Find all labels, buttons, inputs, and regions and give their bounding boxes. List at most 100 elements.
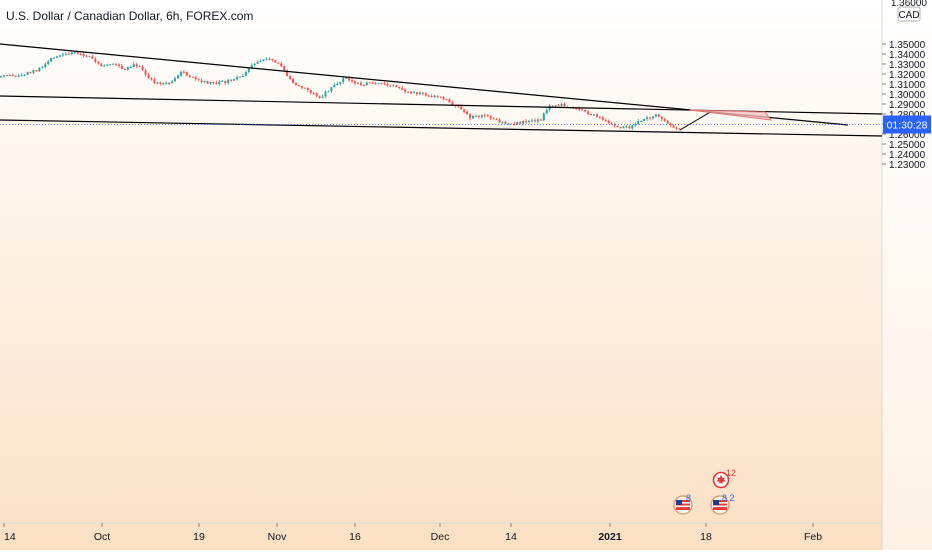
target-zone[interactable] — [689, 109, 773, 121]
projection-line[interactable] — [679, 110, 713, 131]
top-clipped-price: 1.36000 — [891, 0, 928, 9]
candle-down — [442, 97, 445, 100]
candle-down — [159, 82, 162, 84]
candle-up — [162, 83, 165, 85]
time-tick-label: 16 — [349, 531, 361, 543]
candle-down — [141, 66, 144, 71]
candle-down — [504, 121, 507, 124]
candle-down — [277, 62, 280, 64]
candle-down — [91, 56, 94, 59]
candle-down — [404, 89, 407, 92]
candle-down — [401, 88, 404, 90]
candle-down — [486, 115, 489, 117]
candle-down — [14, 75, 17, 77]
candle-down — [436, 95, 439, 97]
candle-down — [424, 93, 427, 96]
ca-event-count: 12 — [726, 468, 736, 478]
candle-up — [365, 82, 368, 86]
candle-down — [649, 117, 651, 119]
candle-down — [557, 105, 560, 107]
candle-down — [477, 115, 480, 117]
time-tick-label: 18 — [700, 531, 712, 543]
candle-down — [212, 81, 215, 83]
candle-up — [203, 81, 206, 83]
candle-down — [430, 96, 433, 98]
us-flag-event-icon[interactable]: 8 — [673, 493, 693, 515]
candle-up — [209, 81, 212, 84]
candle-up — [177, 75, 179, 79]
candle-up — [88, 56, 91, 58]
candle-up — [59, 55, 61, 57]
trendlines-layer[interactable] — [0, 43, 883, 137]
candle-down — [300, 86, 303, 88]
chart-title: U.S. Dollar / Canadian Dollar, 6h, FOREX… — [6, 9, 253, 23]
candle-up — [112, 63, 115, 65]
candle-down — [309, 90, 312, 93]
candle-down — [200, 80, 203, 82]
candle-down — [492, 118, 495, 120]
candle-down — [153, 79, 156, 84]
candle-up — [528, 120, 531, 122]
candle-up — [70, 52, 73, 55]
candle-up — [109, 64, 112, 66]
candle-up — [20, 75, 23, 77]
candle-up — [174, 78, 177, 82]
candle-down — [539, 119, 542, 121]
events-layer[interactable]: 12 8 8 2 — [673, 468, 737, 515]
channel-lower-line[interactable] — [0, 119, 883, 137]
candle-down — [398, 86, 401, 89]
candle-down — [439, 96, 442, 98]
candle-up — [418, 92, 421, 95]
candle-down — [268, 58, 271, 60]
price-tick-label: 1.25000 — [889, 140, 926, 151]
candle-down — [318, 96, 321, 98]
price-tick-label: 1.24000 — [889, 150, 926, 161]
candle-up — [56, 56, 59, 58]
currency-badge-box[interactable] — [897, 6, 921, 22]
candle-down — [581, 109, 584, 111]
candle-up — [480, 115, 483, 117]
candle-down — [215, 82, 218, 85]
candle-up — [26, 72, 29, 75]
candle-down — [563, 103, 566, 107]
candle-up — [259, 60, 262, 62]
candle-up — [622, 126, 625, 129]
time-tick-label: 2021 — [598, 531, 622, 543]
candle-down — [306, 87, 309, 91]
candle-up — [531, 120, 533, 122]
candle-up — [53, 57, 56, 59]
candle-up — [44, 63, 47, 68]
candle-up — [156, 82, 159, 84]
time-tick-label: 14 — [4, 531, 16, 543]
time-tick-label: Dec — [431, 531, 450, 543]
candle-down — [498, 119, 501, 123]
candle-down — [35, 70, 38, 72]
candle-down — [519, 121, 522, 124]
candle-down — [188, 75, 191, 77]
us-ca-event-icon[interactable]: 8 2 — [710, 493, 735, 515]
candle-down — [415, 92, 418, 95]
candle-down — [669, 123, 672, 126]
candle-up — [472, 116, 474, 119]
candle-down — [274, 60, 277, 63]
price-axis-panel[interactable] — [882, 0, 932, 550]
candle-up — [651, 116, 654, 119]
candle-down — [115, 63, 118, 65]
candle-up — [32, 70, 35, 73]
price-tick-label: 1.26000 — [889, 130, 926, 141]
candle-down — [97, 61, 100, 64]
candle-up — [433, 95, 436, 97]
candle-up — [2, 75, 5, 77]
candle-down — [427, 95, 430, 97]
candle-down — [410, 91, 413, 94]
candle-down — [371, 82, 374, 84]
candle-up — [643, 118, 646, 121]
candle-up — [50, 57, 53, 62]
candle-up — [327, 91, 330, 93]
candle-down — [359, 82, 362, 85]
price-tick-label: 1.34000 — [889, 50, 926, 61]
ca-flag-event-icon[interactable]: 12 — [712, 468, 737, 489]
candle-up — [507, 123, 510, 125]
